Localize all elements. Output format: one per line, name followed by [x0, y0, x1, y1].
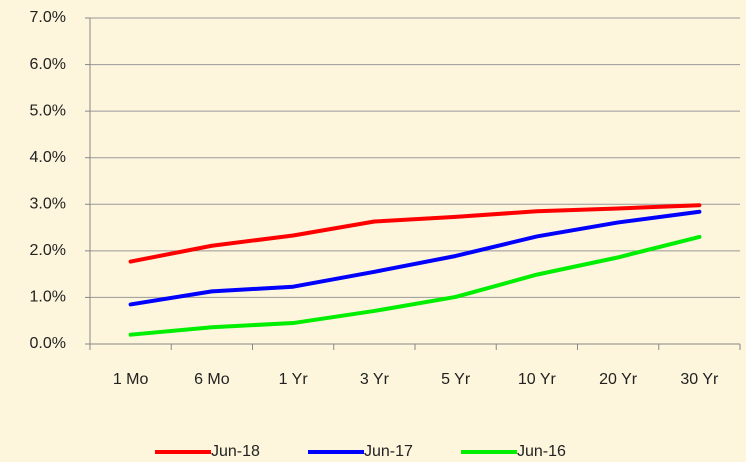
series-line — [128, 234, 702, 337]
x-tick-label: 1 Mo — [113, 371, 149, 388]
y-tick-label: 7.0% — [30, 9, 66, 26]
y-tick-label: 6.0% — [30, 56, 66, 73]
series-line — [128, 203, 702, 264]
x-tick-label: 3 Yr — [360, 371, 390, 388]
legend-label: Jun-16 — [517, 443, 566, 460]
x-tick-label: 10 Yr — [518, 371, 557, 388]
series-line — [128, 209, 702, 307]
y-tick-label: 3.0% — [30, 196, 66, 213]
x-tick-label: 1 Yr — [279, 371, 309, 388]
y-tick-label: 1.0% — [30, 289, 66, 306]
x-tick-label: 20 Yr — [599, 371, 638, 388]
x-tick-label: 30 Yr — [680, 371, 719, 388]
x-tick-label: 5 Yr — [441, 371, 471, 388]
y-tick-label: 0.0% — [30, 335, 66, 352]
legend-label: Jun-18 — [211, 443, 260, 460]
legend-label: Jun-17 — [364, 443, 413, 460]
x-tick-label: 6 Mo — [194, 371, 230, 388]
y-tick-label: 2.0% — [30, 242, 66, 259]
y-tick-label: 4.0% — [30, 149, 66, 166]
y-tick-label: 5.0% — [30, 102, 66, 119]
